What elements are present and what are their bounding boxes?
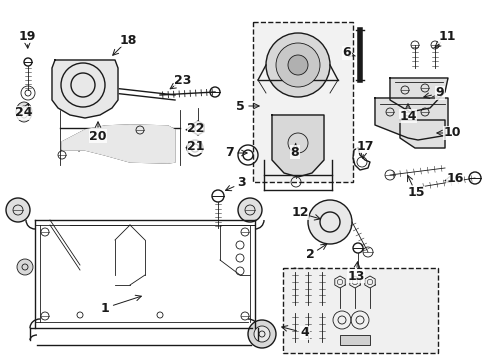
Polygon shape [62,125,175,163]
Circle shape [304,268,311,276]
Polygon shape [374,98,447,140]
Circle shape [238,198,262,222]
Text: 5: 5 [235,99,244,112]
Circle shape [287,55,307,75]
Circle shape [247,320,275,348]
Polygon shape [389,78,447,112]
Text: 15: 15 [407,186,424,199]
Circle shape [6,198,30,222]
Text: 24: 24 [15,107,33,120]
Text: 14: 14 [398,109,416,122]
Text: 9: 9 [435,86,444,99]
Text: 20: 20 [89,130,106,143]
Circle shape [317,309,325,317]
Circle shape [290,268,298,276]
Text: 13: 13 [346,270,364,283]
Text: 12: 12 [291,207,308,220]
Polygon shape [399,120,444,148]
Text: 17: 17 [356,139,373,153]
Text: 1: 1 [101,302,109,315]
Ellipse shape [16,102,32,122]
Bar [252,22,352,182]
Bar [339,335,369,345]
Text: 3: 3 [237,176,246,189]
Circle shape [17,259,33,275]
Circle shape [317,268,325,276]
Text: 22: 22 [187,122,204,135]
Text: 10: 10 [442,126,460,139]
Circle shape [265,33,329,97]
Text: 23: 23 [174,73,191,86]
Circle shape [253,326,269,342]
Text: 16: 16 [446,171,463,184]
Circle shape [61,63,105,107]
Bar [283,268,437,353]
Text: 19: 19 [18,30,36,42]
Text: 21: 21 [187,139,204,153]
Polygon shape [271,115,324,177]
Text: 6: 6 [342,46,350,59]
Text: 4: 4 [300,327,309,339]
Text: 2: 2 [305,248,314,261]
Circle shape [290,309,298,317]
Circle shape [275,43,319,87]
Polygon shape [52,60,118,118]
Text: 18: 18 [119,33,137,46]
Text: 11: 11 [437,31,455,44]
Circle shape [304,309,311,317]
Circle shape [307,200,351,244]
Text: 8: 8 [290,145,299,158]
Text: 7: 7 [224,147,233,159]
